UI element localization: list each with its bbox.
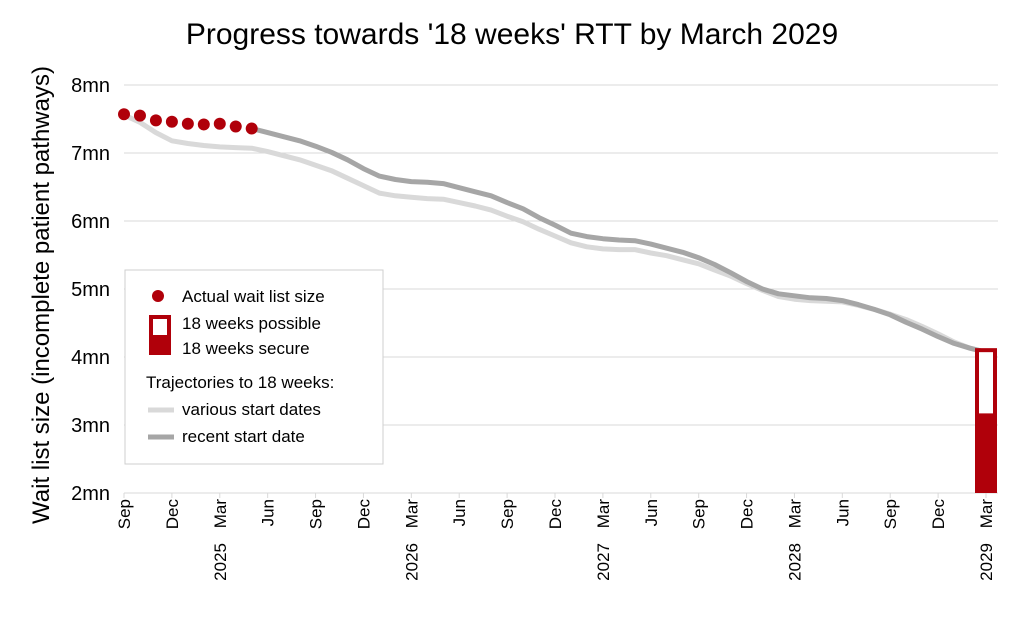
x-year-label: 2026 [402, 543, 421, 581]
x-year-label: 2027 [594, 543, 613, 581]
legend-actual-label: Actual wait list size [182, 287, 325, 306]
actual-point [213, 117, 226, 130]
bar-secure [975, 413, 997, 493]
x-tick-label: Dec [929, 499, 948, 530]
x-tick-label: Jun [833, 499, 852, 526]
x-tick-label: Sep [881, 499, 900, 529]
x-year-label: 2028 [785, 543, 804, 581]
x-tick-label: Mar [402, 499, 421, 529]
bar-layer [975, 348, 997, 493]
x-tick-label: Dec [354, 499, 373, 530]
legend-various-label: various start dates [182, 400, 321, 419]
actual-point [149, 114, 162, 127]
actual-point [165, 115, 178, 128]
legend-possible-marker-inner [153, 319, 167, 335]
y-tick-label: 7mn [71, 143, 110, 165]
actual-point [197, 118, 210, 131]
x-tick-label: Sep [690, 499, 709, 529]
x-tick-label: Jun [642, 499, 661, 526]
y-tick-label: 2mn [71, 483, 110, 505]
legend-actual-marker [152, 290, 164, 302]
chart-title: Progress towards '18 weeks' RTT by March… [185, 18, 839, 51]
x-tick-label: Mar [785, 499, 804, 529]
actual-point [229, 120, 242, 133]
x-year-label: 2025 [211, 543, 230, 581]
x-tick-label: Mar [211, 499, 230, 529]
x-tick-label: Dec [546, 499, 565, 530]
y-tick-label: 4mn [71, 347, 110, 369]
actual-point [133, 109, 146, 122]
x-tick-labels: Sep Dec Mar 2025 Jun Sep Dec Mar 2026 Jun Sep Dec Ma… [115, 493, 996, 581]
legend-possible-label: 18 weeks possible [182, 314, 321, 333]
legend: Actual wait list size 18 weeks possible … [124, 269, 384, 465]
x-tick-label: Jun [259, 499, 278, 526]
series-layer [118, 108, 987, 355]
legend-box [124, 269, 384, 465]
legend-recent-label: recent start date [182, 427, 305, 446]
series-line-recent [251, 126, 987, 355]
y-tick-label: 6mn [71, 211, 110, 233]
bar-possible-inner [979, 352, 993, 414]
x-tick-label: Jun [450, 499, 469, 526]
y-tick-labels: 2mn 3mn 4mn 5mn 6mn 7mn 8mn [71, 75, 110, 505]
x-tick-label: Sep [498, 499, 517, 529]
x-tick-label: Mar [977, 499, 996, 529]
x-year-label: 2029 [977, 543, 996, 581]
actual-point [245, 122, 258, 135]
y-tick-label: 3mn [71, 415, 110, 437]
legend-secure-label: 18 weeks secure [182, 339, 310, 358]
y-tick-label: 5mn [71, 279, 110, 301]
x-tick-label: Dec [738, 499, 757, 530]
x-tick-label: Mar [594, 499, 613, 529]
x-tick-label: Sep [307, 499, 326, 529]
x-tick-label: Sep [115, 499, 134, 529]
legend-trajectories-heading: Trajectories to 18 weeks: [146, 373, 334, 392]
actual-point [118, 108, 130, 121]
x-tick-label: Dec [163, 499, 182, 530]
y-tick-label: 8mn [71, 75, 110, 97]
actual-point [181, 117, 194, 130]
